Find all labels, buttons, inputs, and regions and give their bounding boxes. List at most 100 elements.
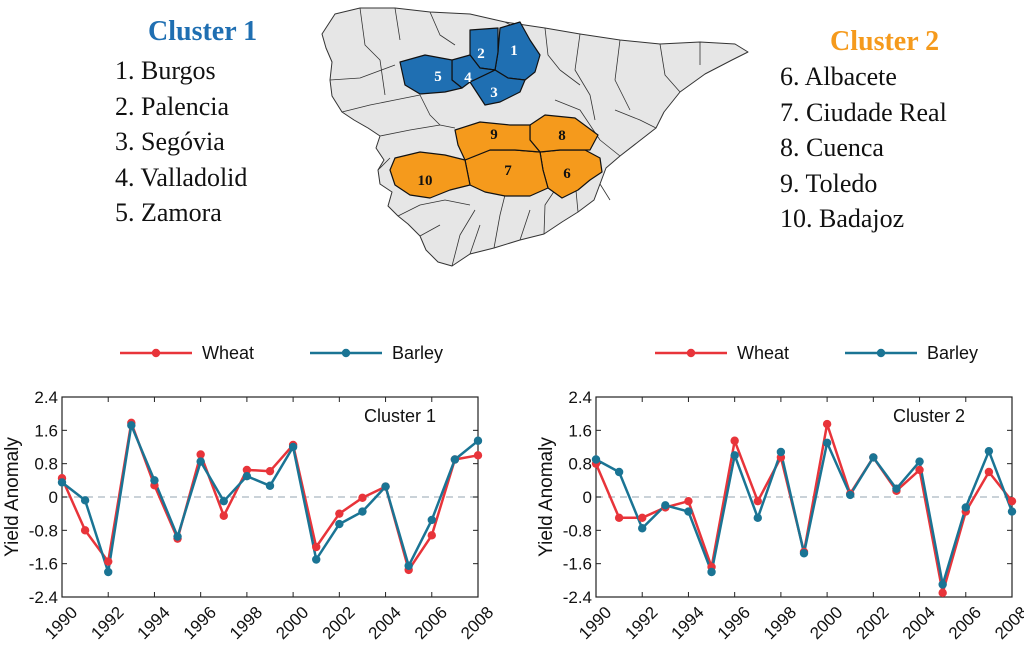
cluster2-list: 6. Albacete 7. Ciudade Real 8. Cuenca 9.… — [780, 59, 947, 237]
data-point-barley — [1007, 507, 1017, 516]
province-border — [493, 194, 506, 249]
data-point-wheat — [335, 509, 344, 518]
province-border — [394, 7, 401, 41]
region-label: 4 — [464, 70, 472, 86]
province-border — [379, 124, 456, 137]
y-tick-label: 0.8 — [34, 455, 58, 474]
data-point-wheat — [242, 465, 252, 475]
data-point-barley — [57, 478, 67, 487]
region-label: 10 — [418, 173, 433, 189]
data-point-wheat — [312, 542, 321, 552]
y-tick-label: 2.4 — [34, 388, 58, 407]
province-border — [377, 157, 391, 171]
legend-label: Barley — [392, 343, 443, 363]
province-border — [614, 39, 631, 111]
chart-title: Cluster 2 — [893, 406, 965, 426]
province-border — [599, 183, 611, 201]
region-label: 6 — [563, 166, 571, 182]
x-tick-label: 1992 — [87, 603, 127, 643]
data-point-wheat — [822, 419, 832, 429]
region-label: 3 — [490, 85, 498, 101]
data-point-barley — [104, 567, 113, 577]
y-tick-label: -0.8 — [29, 521, 58, 540]
data-point-barley — [427, 515, 436, 525]
legend-label: Barley — [927, 343, 978, 363]
data-point-barley — [614, 467, 624, 477]
province-border — [574, 33, 596, 121]
x-tick-label: 2006 — [945, 603, 985, 643]
province-border — [519, 209, 531, 241]
cluster1-list: 1. Burgos 2. Palencia 3. Segóvia 4. Vall… — [115, 53, 247, 231]
x-tick-label: 2008 — [991, 603, 1024, 643]
region-label: 2 — [477, 46, 485, 62]
data-point-barley — [846, 490, 855, 500]
region-label: 7 — [504, 163, 512, 179]
chart-legend: Wheat Barley — [655, 343, 978, 363]
cluster2-item: 9. Toledo — [780, 168, 878, 198]
y-tick-label: 0 — [583, 488, 592, 507]
legend-label: Wheat — [737, 343, 789, 363]
x-tick-label: 1996 — [714, 603, 754, 643]
data-point-barley — [288, 442, 298, 452]
series-line-barley — [595, 441, 1014, 586]
x-tick-label: 1992 — [621, 603, 661, 643]
x-tick-label: 1996 — [180, 603, 220, 643]
region-label: 1 — [510, 43, 518, 59]
region-zamora — [399, 54, 463, 95]
y-tick-label: -1.6 — [563, 555, 592, 574]
data-point-barley — [776, 447, 786, 457]
data-point-barley — [404, 561, 413, 570]
data-point-barley — [173, 532, 182, 541]
data-point-barley — [335, 519, 344, 529]
x-tick-label: 2004 — [899, 603, 939, 643]
data-point-barley — [381, 482, 390, 491]
data-point-barley — [80, 496, 90, 505]
region-segovia — [469, 69, 526, 106]
region-label: 9 — [490, 127, 498, 143]
data-point-wheat — [104, 557, 113, 566]
data-point-barley — [242, 471, 252, 481]
data-point-wheat — [473, 451, 483, 460]
data-point-barley — [684, 507, 693, 516]
x-tick-label: 2000 — [272, 603, 312, 643]
data-point-wheat — [80, 526, 90, 535]
legend-swatch-marker — [151, 348, 161, 358]
data-point-barley — [915, 457, 924, 466]
cluster1-title: Cluster 1 — [148, 16, 258, 47]
y-tick-label: 0 — [49, 488, 58, 507]
cluster2-item: 6. Albacete — [780, 62, 897, 91]
province-border — [469, 224, 481, 255]
data-point-barley — [961, 503, 970, 512]
x-tick-label: 1998 — [226, 603, 266, 643]
x-tick-label: 1994 — [134, 603, 174, 643]
data-point-wheat — [984, 467, 994, 477]
province-border — [599, 139, 621, 157]
y-tick-label: -0.8 — [563, 521, 592, 540]
data-point-wheat — [196, 450, 205, 459]
province-border — [429, 11, 456, 46]
region-label: 5 — [434, 69, 442, 85]
x-tick-label: 2000 — [806, 603, 846, 643]
province-border — [544, 27, 561, 71]
data-point-wheat — [219, 511, 228, 520]
legend-swatch-marker — [341, 348, 351, 358]
x-tick-label: 2006 — [411, 603, 451, 643]
x-tick-label: 1990 — [575, 603, 615, 643]
province-border — [397, 199, 471, 217]
data-point-wheat — [638, 513, 647, 523]
data-point-barley — [127, 421, 136, 430]
data-point-barley — [219, 496, 228, 506]
province-border — [419, 94, 441, 126]
data-point-wheat — [915, 465, 924, 475]
chart-title: Cluster 1 — [364, 406, 436, 426]
y-tick-label: 2.4 — [568, 388, 592, 407]
data-point-barley — [730, 451, 739, 460]
province-border — [359, 7, 386, 96]
data-point-barley — [358, 507, 367, 516]
data-point-barley — [265, 481, 275, 490]
y-axis-label: Yield Anomaly — [2, 437, 23, 557]
data-point-barley — [312, 555, 321, 564]
province-border — [419, 224, 441, 237]
data-point-barley — [984, 446, 994, 456]
